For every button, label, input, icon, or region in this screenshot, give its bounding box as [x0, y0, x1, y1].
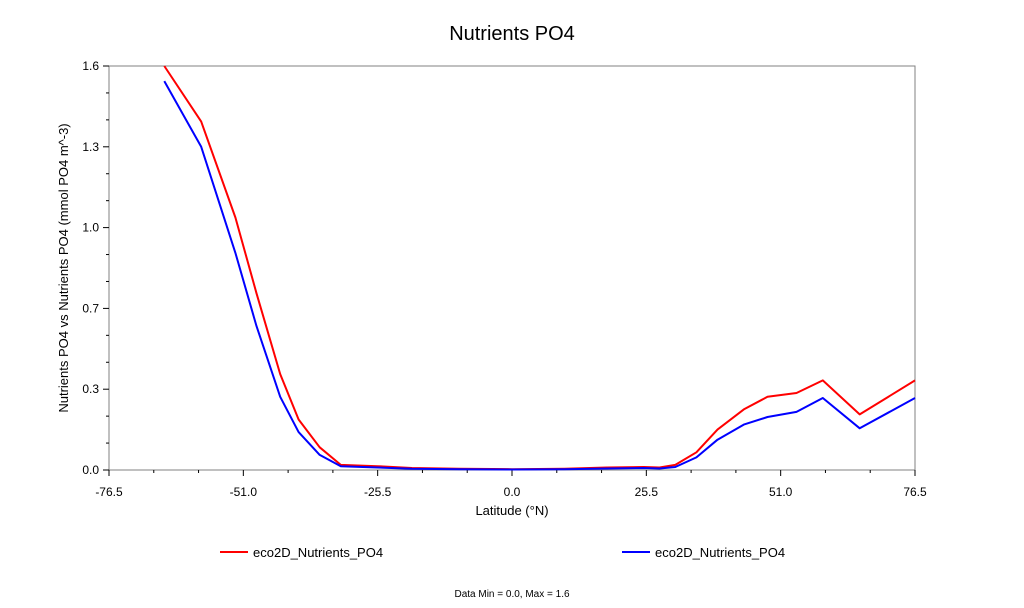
legend-label-series-1: eco2D_Nutrients_PO4 — [253, 545, 383, 560]
legend-label-series-2: eco2D_Nutrients_PO4 — [655, 545, 785, 560]
y-axis: 0.0 0.3 0.7 1.0 1.3 1.6 — [82, 59, 109, 477]
y-tick-label: 1.0 — [82, 221, 99, 235]
plot-area — [108, 65, 916, 471]
y-tick-label: 0.7 — [82, 301, 99, 315]
x-axis-label: Latitude (°N) — [475, 503, 548, 518]
x-tick-label: 25.5 — [635, 485, 659, 499]
x-tick-label: -25.5 — [364, 485, 392, 499]
y-tick-label: 0.3 — [82, 382, 99, 396]
data-range-footnote: Data Min = 0.0, Max = 1.6 — [454, 589, 569, 600]
y-tick-label: 1.6 — [82, 59, 99, 73]
x-tick-label: 0.0 — [504, 485, 521, 499]
y-axis-label: Nutrients PO4 vs Nutrients PO4 (mmol PO4… — [56, 123, 71, 412]
series-layer — [163, 65, 916, 471]
x-tick-label: 76.5 — [903, 485, 927, 499]
chart-title: Nutrients PO4 — [449, 23, 575, 45]
series-line-2 — [163, 80, 916, 471]
x-tick-label: -51.0 — [230, 485, 258, 499]
y-tick-label: 1.3 — [82, 140, 99, 154]
x-tick-label: -76.5 — [95, 485, 123, 499]
x-axis: -76.5 -51.0 -25.5 0.0 25.5 51.0 76.5 — [95, 470, 927, 499]
x-tick-label: 51.0 — [769, 485, 793, 499]
y-tick-label: 0.0 — [82, 463, 99, 477]
legend: eco2D_Nutrients_PO4 eco2D_Nutrients_PO4 — [220, 545, 785, 560]
